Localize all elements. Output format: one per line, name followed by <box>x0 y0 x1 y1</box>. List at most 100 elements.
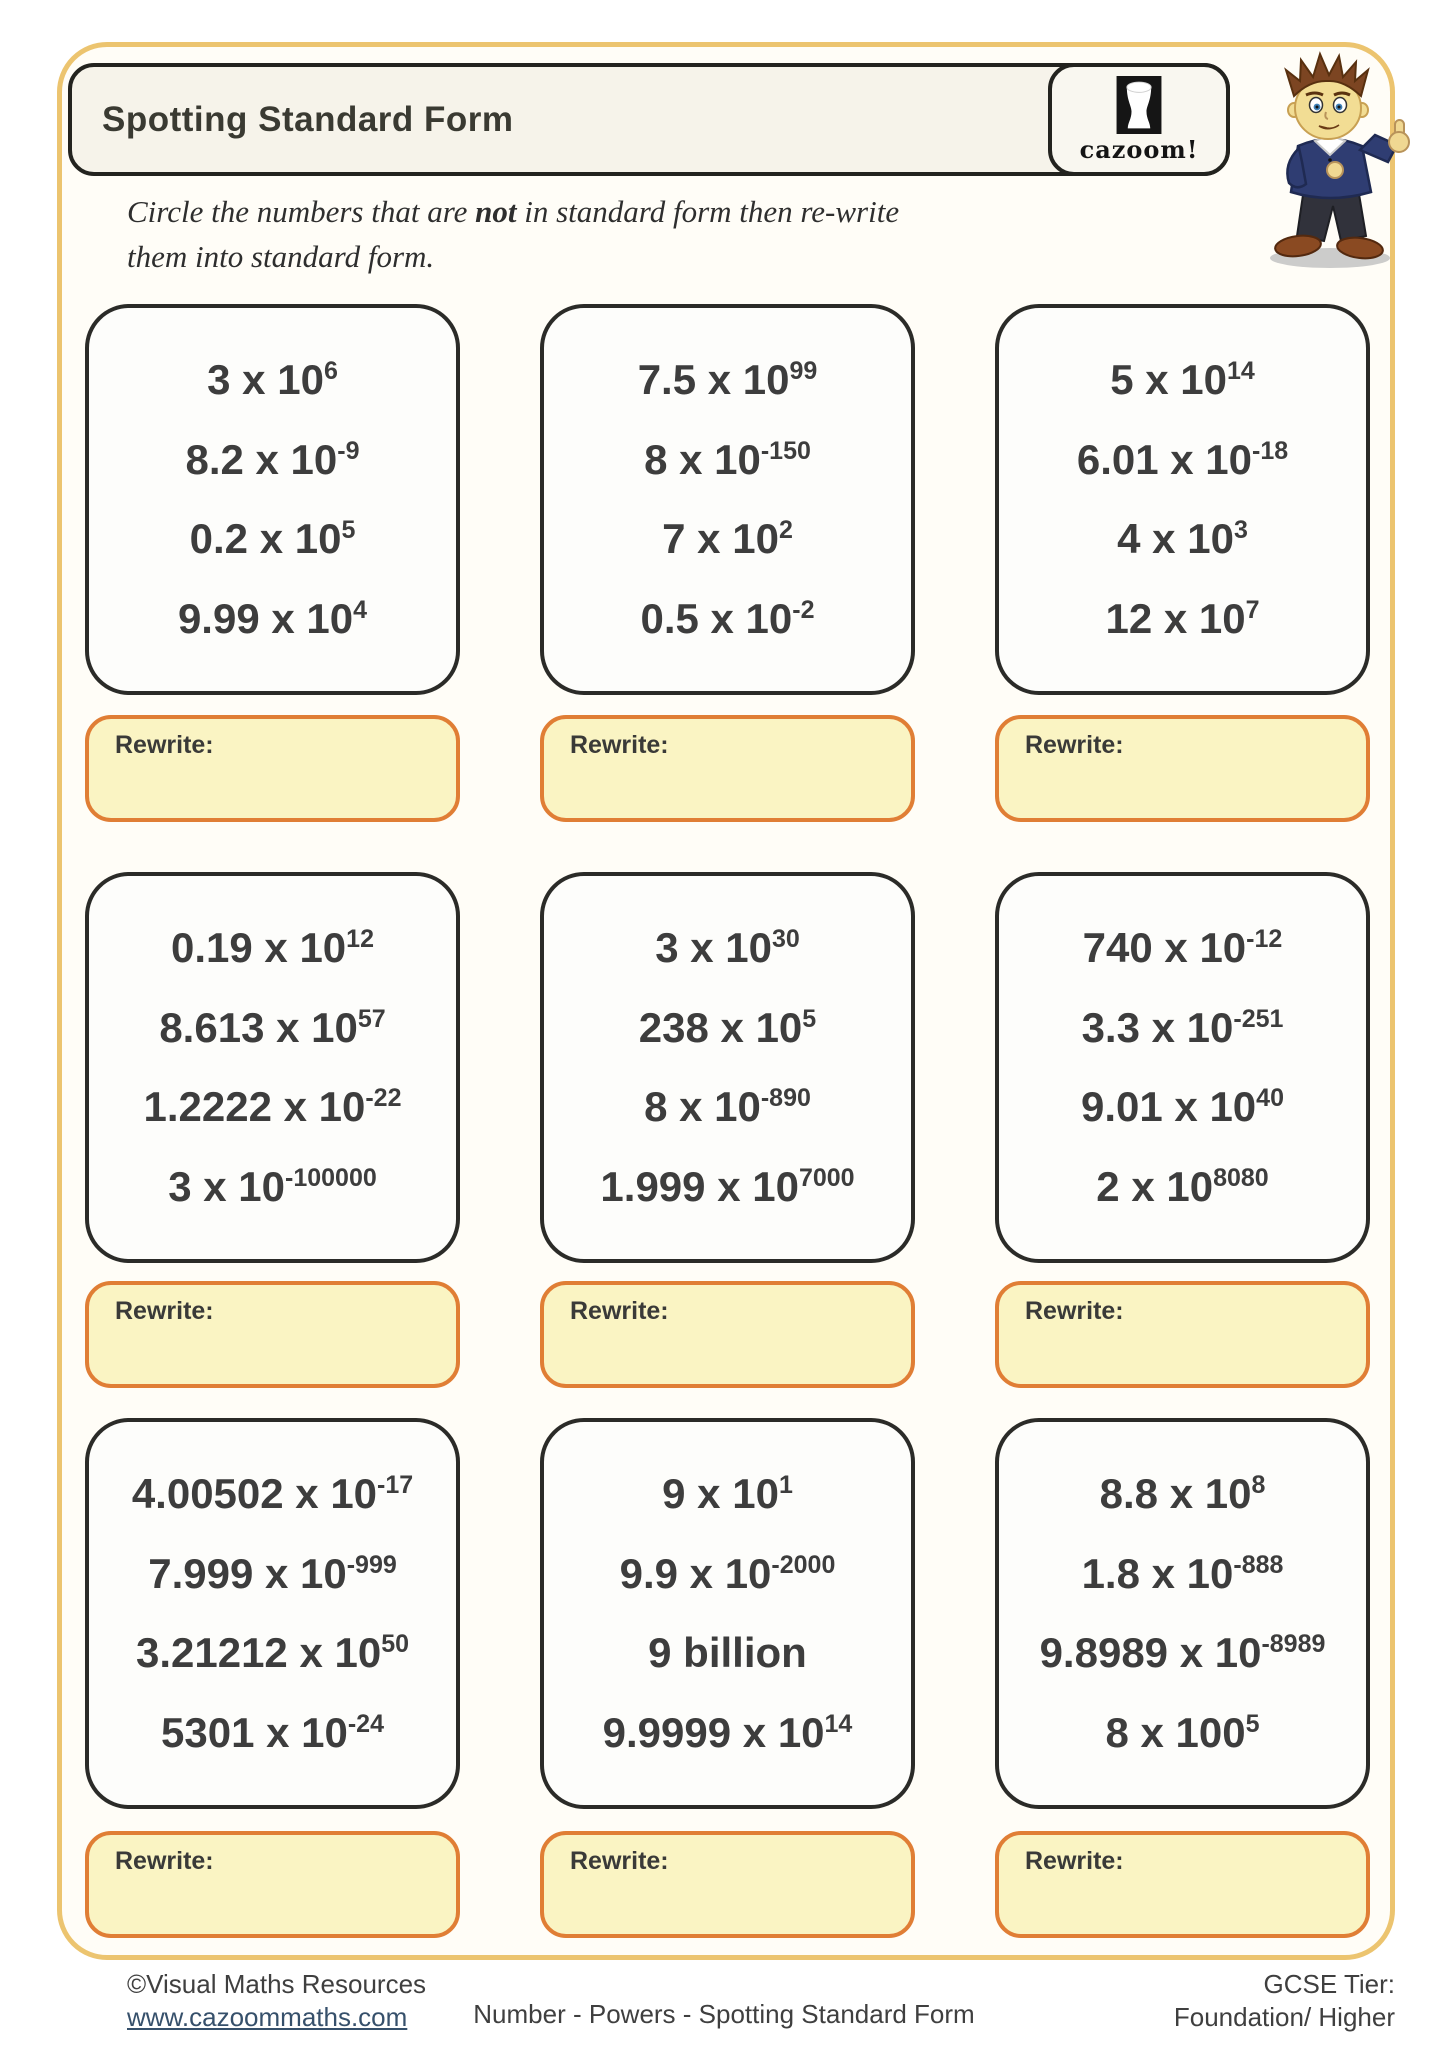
standard-form-expression[interactable]: 740 x 10-12 <box>1083 924 1283 972</box>
standard-form-expression[interactable]: 1.2222 x 10-22 <box>143 1083 401 1131</box>
standard-form-expression[interactable]: 4.00502 x 10-17 <box>132 1470 413 1518</box>
expression-base: 8.8 x 10 <box>1099 1469 1252 1517</box>
expression-base: 8 x 10 <box>644 1083 761 1131</box>
instruction-pre: Circle the numbers that are <box>127 194 476 229</box>
rewrite-area[interactable]: Rewrite: <box>85 1281 460 1388</box>
standard-form-expression[interactable]: 9 billion <box>648 1629 807 1677</box>
number-card: 0.19 x 1012 8.613 x 1057 1.2222 x 10-22 3 x… <box>85 872 460 1263</box>
expression-base: 7.5 x 10 <box>637 355 790 403</box>
expression-base: 3.21212 x 10 <box>135 1629 382 1677</box>
expression-exponent: 14 <box>824 1710 853 1739</box>
expression-exponent: -890 <box>760 1084 811 1113</box>
standard-form-expression[interactable]: 9.9 x 10-2000 <box>620 1550 836 1598</box>
rewrite-label: Rewrite: <box>570 1847 669 1875</box>
expression-base: 740 x 10 <box>1082 923 1247 971</box>
standard-form-expression[interactable]: 7.999 x 10-999 <box>148 1550 397 1598</box>
expression-exponent: 99 <box>789 356 818 385</box>
rewrite-label: Rewrite: <box>570 731 669 759</box>
expression-exponent: -999 <box>346 1550 397 1579</box>
standard-form-expression[interactable]: 1.999 x 107000 <box>600 1163 854 1211</box>
standard-form-expression[interactable]: 0.2 x 105 <box>190 515 356 563</box>
expression-exponent: 2 <box>778 516 793 545</box>
number-card: 740 x 10-12 3.3 x 10-251 9.01 x 1040 2 x 10… <box>995 872 1370 1263</box>
rewrite-area[interactable]: Rewrite: <box>540 1281 915 1388</box>
expression-base: 9 billion <box>648 1629 807 1677</box>
title-box: Spotting Standard Form <box>68 63 1230 176</box>
cazoom-logo: cazoom! <box>1048 63 1230 176</box>
standard-form-expression[interactable]: 3.21212 x 1050 <box>136 1629 409 1677</box>
page-title: Spotting Standard Form <box>102 99 514 139</box>
expression-base: 3 x 10 <box>168 1163 286 1211</box>
standard-form-expression[interactable]: 8 x 10-890 <box>644 1083 811 1131</box>
expression-base: 8.2 x 10 <box>185 435 338 483</box>
rewrite-area[interactable]: Rewrite: <box>85 715 460 822</box>
standard-form-expression[interactable]: 5301 x 10-24 <box>161 1709 384 1757</box>
expression-base: 1.2222 x 10 <box>143 1083 366 1131</box>
rewrite-area[interactable]: Rewrite: <box>995 1831 1370 1938</box>
footer-credit: ©Visual Maths Resources www.cazoommaths.… <box>127 1968 426 2035</box>
standard-form-expression[interactable]: 8.613 x 1057 <box>159 1004 385 1052</box>
expression-exponent: 7000 <box>798 1164 855 1193</box>
expression-base: 8 x 10 <box>644 435 761 483</box>
standard-form-expression[interactable]: 4 x 103 <box>1117 515 1248 563</box>
standard-form-expression[interactable]: 238 x 105 <box>639 1004 816 1052</box>
number-card: 8.8 x 108 1.8 x 10-888 9.8989 x 10-8989 8 x… <box>995 1418 1370 1809</box>
rewrite-area[interactable]: Rewrite: <box>995 715 1370 822</box>
standard-form-expression[interactable]: 9.99 x 104 <box>178 595 367 643</box>
expression-exponent: 5 <box>802 1004 817 1033</box>
expression-exponent: -17 <box>377 1470 414 1499</box>
number-card: 9 x 101 9.9 x 10-2000 9 billion 9.9999 x 10… <box>540 1418 915 1809</box>
standard-form-expression[interactable]: 8.2 x 10-9 <box>185 436 359 484</box>
rewrite-label: Rewrite: <box>1025 1297 1124 1325</box>
expression-base: 1.8 x 10 <box>1081 1549 1234 1597</box>
standard-form-expression[interactable]: 8.8 x 108 <box>1100 1470 1266 1518</box>
standard-form-expression[interactable]: 2 x 108080 <box>1096 1163 1268 1211</box>
expression-exponent: 5 <box>341 516 356 545</box>
expression-base: 1.999 x 10 <box>600 1163 799 1211</box>
standard-form-expression[interactable]: 9.8989 x 10-8989 <box>1040 1629 1326 1677</box>
standard-form-expression[interactable]: 9.9999 x 1014 <box>603 1709 853 1757</box>
footer-tier: GCSE Tier: Foundation/ Higher <box>1174 1968 1395 2035</box>
standard-form-expression[interactable]: 5 x 1014 <box>1110 356 1255 404</box>
expression-exponent: -8989 <box>1261 1630 1326 1659</box>
rewrite-area[interactable]: Rewrite: <box>85 1831 460 1938</box>
expression-base: 6.01 x 10 <box>1076 435 1253 483</box>
expression-base: 9.99 x 10 <box>177 595 354 643</box>
standard-form-expression[interactable]: 8 x 10-150 <box>644 436 811 484</box>
expression-exponent: 4 <box>353 596 368 625</box>
expression-exponent: -22 <box>365 1084 402 1113</box>
standard-form-expression[interactable]: 12 x 107 <box>1105 595 1259 643</box>
number-card: 7.5 x 1099 8 x 10-150 7 x 102 0.5 x 10-2 <box>540 304 915 695</box>
standard-form-expression[interactable]: 3.3 x 10-251 <box>1082 1004 1284 1052</box>
standard-form-expression[interactable]: 9.01 x 1040 <box>1081 1083 1284 1131</box>
rewrite-label: Rewrite: <box>115 1297 214 1325</box>
standard-form-expression[interactable]: 7 x 102 <box>662 515 793 563</box>
standard-form-expression[interactable]: 0.19 x 1012 <box>171 924 374 972</box>
standard-form-expression[interactable]: 9 x 101 <box>662 1470 793 1518</box>
standard-form-expression[interactable]: 8 x 1005 <box>1105 1709 1259 1757</box>
standard-form-expression[interactable]: 3 x 106 <box>207 356 338 404</box>
website-link[interactable]: www.cazoommaths.com <box>127 2002 408 2033</box>
copyright-text: ©Visual Maths Resources <box>127 1969 427 1999</box>
standard-form-expression[interactable]: 1.8 x 10-888 <box>1082 1550 1284 1598</box>
rewrite-area[interactable]: Rewrite: <box>540 1831 915 1938</box>
rewrite-area[interactable]: Rewrite: <box>995 1281 1370 1388</box>
expression-exponent: -100000 <box>285 1164 377 1193</box>
number-card: 5 x 1014 6.01 x 10-18 4 x 103 12 x 107 <box>995 304 1370 695</box>
logo-wordmark: cazoom! <box>1079 134 1199 164</box>
rewrite-label: Rewrite: <box>115 1847 214 1875</box>
standard-form-expression[interactable]: 0.5 x 10-2 <box>640 595 814 643</box>
expression-base: 7.999 x 10 <box>148 1549 347 1597</box>
rewrite-area[interactable]: Rewrite: <box>540 715 915 822</box>
expression-exponent: 14 <box>1226 356 1255 385</box>
expression-exponent: 3 <box>1233 516 1248 545</box>
standard-form-expression[interactable]: 3 x 1030 <box>655 924 800 972</box>
expression-base: 9 x 10 <box>662 1469 779 1517</box>
expression-base: 4 x 10 <box>1117 515 1234 563</box>
standard-form-expression[interactable]: 7.5 x 1099 <box>638 356 818 404</box>
standard-form-expression[interactable]: 3 x 10-100000 <box>168 1163 377 1211</box>
expression-base: 0.19 x 10 <box>171 923 347 971</box>
standard-form-expression[interactable]: 6.01 x 10-18 <box>1077 436 1288 484</box>
expression-exponent: -2000 <box>771 1550 836 1579</box>
expression-exponent: 50 <box>381 1630 410 1659</box>
